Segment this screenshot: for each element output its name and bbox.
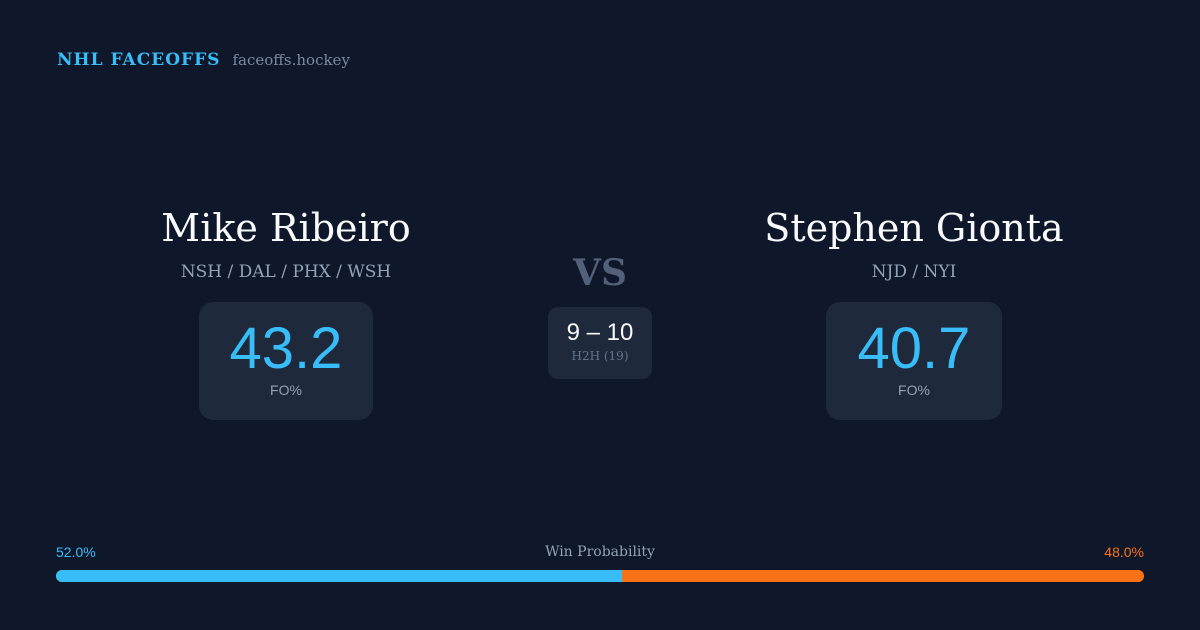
left-player-name: Mike Ribeiro: [161, 206, 411, 250]
left-player-teams: NSH / DAL / PHX / WSH: [180, 262, 392, 282]
right-fo-card: 40.7 FO%: [826, 302, 1002, 420]
brand-title: NHL FACEOFFS: [57, 50, 221, 70]
win-prob-bar: [56, 570, 1144, 582]
right-prob-fill: [621, 570, 1144, 582]
right-player-name: Stephen Gionta: [764, 206, 1064, 250]
h2h-label: H2H (19): [571, 349, 629, 363]
left-fo-value: 43.2: [229, 316, 343, 381]
brand: NHL FACEOFFS faceoffs.hockey: [57, 50, 350, 70]
h2h-score: 9 – 10: [566, 319, 634, 346]
left-win-prob: 52.0%: [56, 544, 96, 560]
left-player: Mike Ribeiro NSH / DAL / PHX / WSH: [86, 206, 486, 282]
right-win-prob: 48.0%: [1104, 544, 1144, 560]
left-prob-fill: [56, 570, 622, 582]
left-fo-card: 43.2 FO%: [199, 302, 373, 420]
right-fo-value: 40.7: [857, 316, 971, 381]
right-fo-label: FO%: [898, 382, 930, 398]
right-player-teams: NJD / NYI: [871, 262, 957, 282]
vs-label: VS: [573, 252, 627, 294]
win-prob-label: Win Probability: [545, 544, 655, 560]
left-fo-label: FO%: [270, 382, 302, 398]
right-player: Stephen Gionta NJD / NYI: [714, 206, 1114, 282]
h2h-box: 9 – 10 H2H (19): [548, 307, 652, 379]
brand-url: faceoffs.hockey: [232, 51, 350, 69]
